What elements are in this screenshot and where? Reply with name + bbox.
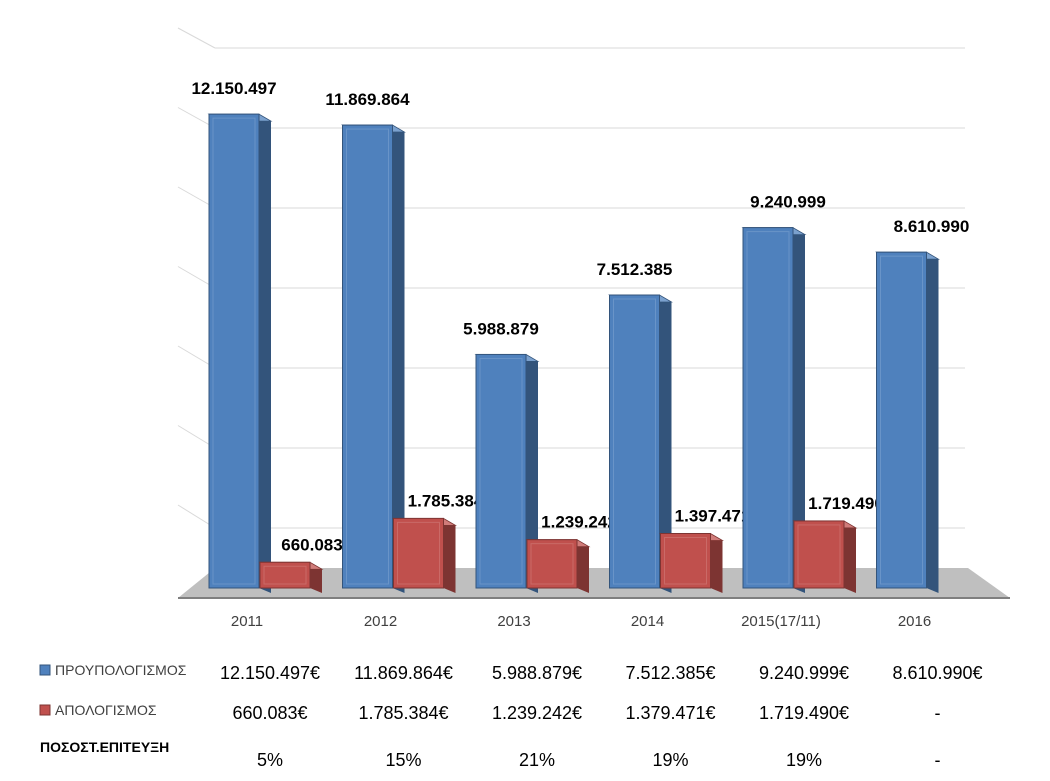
gridline-side: [177, 27, 216, 49]
data-label-budget-3: 7.512.385: [597, 260, 673, 279]
bar-budget-2: [474, 353, 540, 593]
bar-budget-3-front: [609, 294, 660, 589]
table-cell-0-5: 8.610.990€: [892, 663, 982, 683]
legend-swatch-0: [39, 664, 51, 676]
bar-budget-1-front: [342, 124, 393, 589]
bar-budget-3-highlight: [613, 298, 656, 585]
table-cell-2-2: 21%: [519, 750, 555, 770]
data-label-budget-4: 9.240.999: [750, 193, 826, 212]
bar-budget-0-side: [259, 114, 271, 593]
bar-budget-2-front: [475, 353, 527, 589]
bar-budget-0-highlight: [212, 117, 256, 585]
bar-budget-4-side: [793, 227, 805, 593]
bar-budget-2-highlight: [479, 357, 523, 585]
bar-actual-4-front: [793, 520, 845, 589]
table-cell-2-4: 19%: [786, 750, 822, 770]
legend-swatch-1: [39, 704, 51, 716]
bar-budget-4-highlight: [746, 231, 790, 585]
bar-actual-1-front: [393, 517, 444, 589]
table-cell-2-3: 19%: [652, 750, 688, 770]
data-label-budget-0: 12.150.497: [191, 79, 276, 98]
table-cell-0-2: 5.988.879€: [492, 663, 582, 683]
data-label-actual-1: 1.785.384: [408, 491, 484, 510]
table-cell-1-5: -: [935, 703, 941, 723]
bar-actual-3-highlight: [664, 536, 707, 585]
table-cell-0-3: 7.512.385€: [625, 663, 715, 683]
table-row-name-2: ΠΟΣΟΣΤ.ΕΠΙΤΕΥΞΗ: [40, 739, 169, 755]
bar-actual-2-front: [526, 539, 578, 589]
bar-budget-1-highlight: [346, 128, 389, 585]
bar-actual-0: [258, 561, 324, 593]
table-cell-2-1: 15%: [385, 750, 421, 770]
bar-budget-4-front: [742, 227, 794, 589]
x-tick-label-5: 2016: [898, 613, 931, 630]
x-tick-label-1: 2012: [364, 613, 397, 630]
bar-actual-4: [792, 520, 858, 593]
data-label-actual-3: 1.397.471: [675, 506, 751, 525]
table-cell-2-5: -: [935, 750, 941, 770]
table-row-name-1: ΑΠΟΛΟΓΙΣΜΟΣ: [55, 702, 157, 718]
data-label-budget-2: 5.988.879: [463, 319, 539, 338]
bar-actual-2: [525, 539, 591, 593]
data-label-actual-2: 1.239.242: [541, 513, 617, 532]
table-cell-1-1: 1.785.384€: [358, 703, 448, 723]
table-cell-0-4: 9.240.999€: [759, 663, 849, 683]
bar-budget-2-side: [526, 354, 538, 593]
bar-actual-4-side: [844, 520, 856, 593]
table-cell-1-3: 1.379.471€: [625, 703, 715, 723]
bar-actual-2-side: [577, 539, 589, 593]
bar-actual-2-highlight: [530, 543, 574, 585]
bar-budget-0: [207, 113, 273, 593]
table-cell-1-0: 660.083€: [232, 703, 307, 723]
bar-budget-0-front: [208, 113, 260, 589]
bar-budget-5: [875, 251, 940, 593]
data-label-budget-1: 11.869.864: [325, 90, 410, 109]
bar-actual-0-highlight: [263, 565, 307, 585]
table-cell-0-0: 12.150.497€: [220, 663, 320, 683]
bar-actual-3-side: [710, 533, 723, 593]
bar-actual-1: [392, 517, 457, 593]
bar-budget-4: [741, 227, 807, 593]
bar-budget-3-side: [659, 295, 672, 593]
x-tick-label-4: 2015(17/11): [741, 613, 821, 630]
bar-budget-3: [608, 294, 673, 593]
x-tick-label-2: 2013: [497, 613, 530, 630]
bar-actual-3-front: [660, 532, 711, 589]
bar-budget-5-front: [876, 251, 927, 589]
bar-actual-1-highlight: [397, 521, 440, 585]
bar-actual-4-highlight: [797, 524, 841, 585]
table-cell-1-2: 1.239.242€: [492, 703, 582, 723]
bar-actual-1-side: [443, 518, 456, 593]
x-tick-label-0: 2011: [231, 613, 263, 630]
table-cell-0-1: 11.869.864€: [354, 663, 453, 683]
bar-budget-5-highlight: [880, 255, 923, 585]
table-row-name-0: ΠΡΟΥΠΟΛΟΓΙΣΜΟΣ: [55, 662, 187, 678]
bar-budget-1-side: [392, 125, 405, 593]
data-label-actual-0: 660.083: [281, 535, 342, 554]
bar-budget-5-side: [926, 252, 939, 593]
table-cell-1-4: 1.719.490€: [759, 703, 849, 723]
table-cell-2-0: 5%: [257, 750, 283, 770]
bar-actual-3: [659, 532, 724, 593]
x-tick-label-3: 2014: [631, 613, 664, 630]
bar-actual-0-side: [310, 562, 322, 593]
data-label-actual-4: 1.719.490: [808, 494, 884, 513]
data-label-budget-5: 8.610.990: [894, 217, 970, 236]
bar-budget-1: [341, 124, 406, 593]
